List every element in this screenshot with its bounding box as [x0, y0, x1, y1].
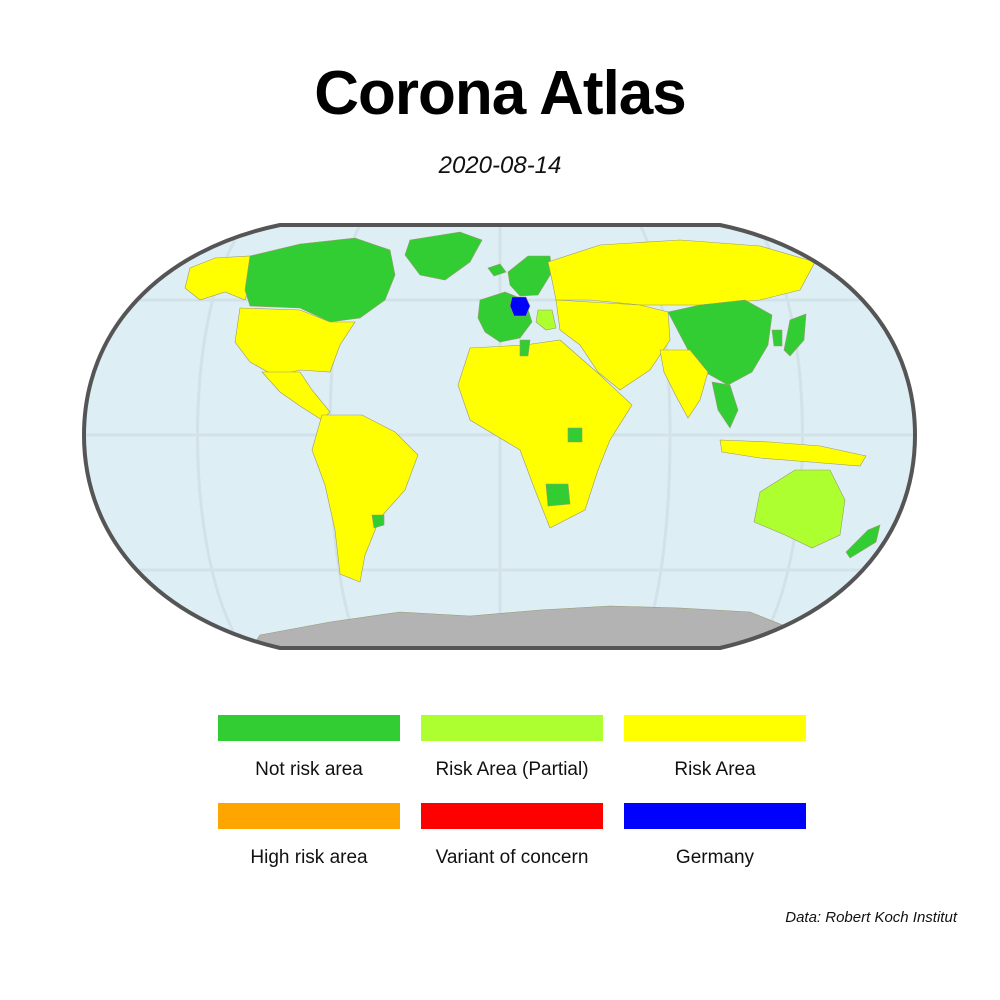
region-middle-east[interactable] — [555, 299, 671, 391]
region-antarctica — [249, 605, 791, 648]
region-botswana[interactable] — [545, 483, 571, 507]
data-credit: Data: Robert Koch Institut — [785, 909, 957, 926]
region-uruguay[interactable] — [371, 514, 385, 529]
legend-label-risk-area: Risk Area — [674, 759, 756, 780]
region-tunisia[interactable] — [519, 339, 531, 357]
legend-label-high-risk: High risk area — [250, 847, 368, 868]
region-iceland[interactable] — [487, 263, 507, 277]
region-japan[interactable] — [783, 313, 807, 357]
region-alaska[interactable] — [184, 255, 253, 301]
map-date: 2020-08-14 — [438, 152, 562, 179]
region-india[interactable] — [659, 349, 709, 419]
region-united-states[interactable] — [234, 307, 356, 377]
region-scandinavia[interactable] — [507, 255, 553, 297]
region-korea[interactable] — [771, 329, 783, 347]
map-title: Corona Atlas — [314, 59, 687, 128]
region-africa[interactable] — [457, 339, 633, 529]
legend-swatch-not-risk — [218, 715, 400, 741]
legend-label-risk-partial: Risk Area (Partial) — [435, 759, 589, 780]
legend-swatch-high-risk — [218, 803, 400, 829]
legend-swatch-risk-area — [624, 715, 806, 741]
countries — [184, 231, 881, 648]
legend-label-not-risk: Not risk area — [255, 759, 363, 780]
legend-label-germany: Germany — [675, 847, 755, 868]
legend-swatch-germany — [624, 803, 806, 829]
region-south-america[interactable] — [311, 414, 419, 583]
legend-swatch-risk-partial — [421, 715, 603, 741]
region-indonesia[interactable] — [719, 439, 867, 467]
region-southeast-asia[interactable] — [711, 381, 739, 429]
region-australia[interactable] — [753, 469, 846, 549]
region-balkans[interactable] — [535, 309, 557, 331]
region-germany[interactable] — [509, 296, 531, 317]
region-canada[interactable] — [244, 237, 396, 323]
region-new-zealand[interactable] — [845, 524, 881, 559]
region-greenland[interactable] — [404, 231, 483, 281]
globe-border — [81, 223, 918, 650]
legend-swatch-variant — [421, 803, 603, 829]
legend-label-variant: Variant of concern — [435, 847, 589, 868]
region-rwanda[interactable] — [567, 427, 583, 443]
